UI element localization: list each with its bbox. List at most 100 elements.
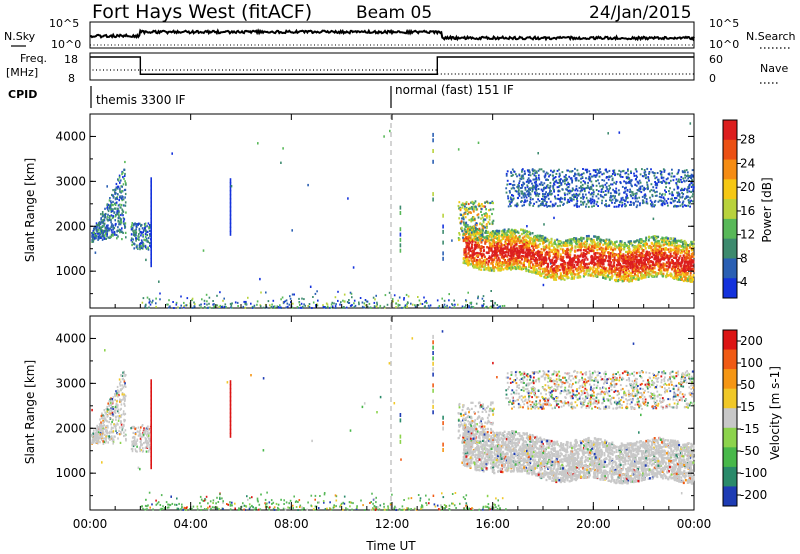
data-pixel	[604, 267, 607, 271]
data-pixel	[114, 192, 116, 196]
data-pixel	[638, 260, 641, 264]
data-pixel	[206, 303, 208, 306]
data-pixel	[119, 221, 121, 224]
data-pixel	[683, 267, 686, 270]
data-pixel	[587, 177, 590, 180]
data-pixel	[657, 200, 660, 203]
data-pixel	[526, 246, 529, 249]
data-pixel	[645, 273, 648, 277]
data-pixel	[550, 274, 553, 277]
data-pixel	[513, 258, 515, 262]
data-pixel	[569, 199, 572, 202]
data-pixel	[677, 245, 680, 248]
data-pixel	[553, 190, 555, 193]
data-pixel	[117, 220, 120, 223]
data-pixel	[588, 191, 590, 194]
data-pixel	[323, 306, 326, 309]
data-pixel	[229, 222, 232, 228]
data-pixel	[525, 257, 528, 261]
data-pixel	[537, 271, 540, 274]
data-pixel	[590, 202, 593, 205]
data-pixel	[493, 269, 496, 272]
data-pixel	[552, 184, 555, 187]
data-pixel	[634, 273, 636, 276]
data-pixel	[634, 195, 637, 198]
data-pixel	[95, 228, 98, 231]
data-pixel	[645, 238, 647, 241]
data-pixel	[588, 179, 591, 182]
data-pixel	[145, 303, 147, 306]
data-pixel	[518, 245, 521, 248]
data-pixel	[540, 188, 543, 191]
data-pixel	[219, 304, 222, 307]
data-pixel	[555, 273, 558, 276]
data-pixel	[512, 174, 514, 177]
data-pixel	[618, 272, 621, 275]
data-pixel	[616, 268, 619, 271]
data-pixel	[466, 262, 469, 265]
data-pixel	[607, 274, 609, 277]
data-pixel	[536, 269, 538, 272]
data-pixel	[554, 248, 557, 251]
data-pixel	[523, 245, 526, 249]
data-pixel	[685, 279, 688, 282]
data-pixel	[615, 191, 618, 194]
data-pixel	[667, 204, 669, 207]
data-pixel	[567, 198, 569, 201]
data-pixel	[106, 233, 108, 236]
data-pixel	[566, 275, 569, 278]
data-pixel	[464, 250, 467, 254]
data-pixel	[619, 262, 621, 266]
data-pixel	[523, 201, 526, 204]
data-pixel	[685, 179, 688, 182]
data-pixel	[690, 261, 693, 264]
data-pixel	[654, 191, 656, 194]
data-pixel	[602, 243, 605, 246]
data-pixel	[563, 260, 565, 263]
data-pixel	[557, 254, 560, 257]
data-pixel	[494, 266, 497, 269]
data-pixel	[139, 242, 141, 246]
data-pixel	[519, 244, 522, 248]
data-pixel	[236, 301, 239, 304]
data-pixel	[664, 263, 667, 266]
data-pixel	[575, 239, 578, 242]
data-pixel	[448, 293, 450, 296]
data-pixel	[497, 267, 500, 270]
data-pixel	[130, 228, 133, 231]
data-pixel	[607, 275, 610, 279]
data-pixel	[541, 190, 544, 193]
data-pixel	[645, 201, 648, 204]
data-pixel	[230, 306, 232, 309]
data-pixel	[643, 254, 646, 257]
data-pixel	[508, 190, 511, 192]
data-pixel	[132, 238, 134, 241]
data-pixel	[576, 268, 579, 271]
data-pixel	[208, 302, 210, 305]
data-pixel	[110, 235, 112, 239]
data-pixel	[399, 232, 402, 237]
data-pixel	[585, 268, 588, 272]
data-pixel	[657, 181, 660, 184]
data-pixel	[668, 192, 671, 195]
data-pixel	[587, 186, 589, 189]
data-pixel	[252, 306, 254, 309]
data-pixel	[502, 268, 505, 271]
data-pixel	[555, 270, 557, 273]
data-pixel	[608, 269, 611, 273]
data-pixel	[495, 260, 498, 263]
data-pixel	[100, 213, 102, 216]
data-pixel	[536, 171, 538, 174]
data-pixel	[314, 292, 317, 295]
data-pixel	[526, 230, 528, 233]
data-pixel	[670, 198, 673, 201]
data-pixel	[102, 219, 105, 222]
data-pixel	[272, 299, 275, 302]
data-pixel	[147, 248, 150, 251]
data-pixel	[630, 203, 632, 206]
data-pixel	[231, 302, 233, 305]
data-pixel	[302, 305, 304, 308]
data-pixel	[662, 179, 665, 182]
data-pixel	[406, 306, 408, 308]
data-pixel	[482, 259, 485, 262]
